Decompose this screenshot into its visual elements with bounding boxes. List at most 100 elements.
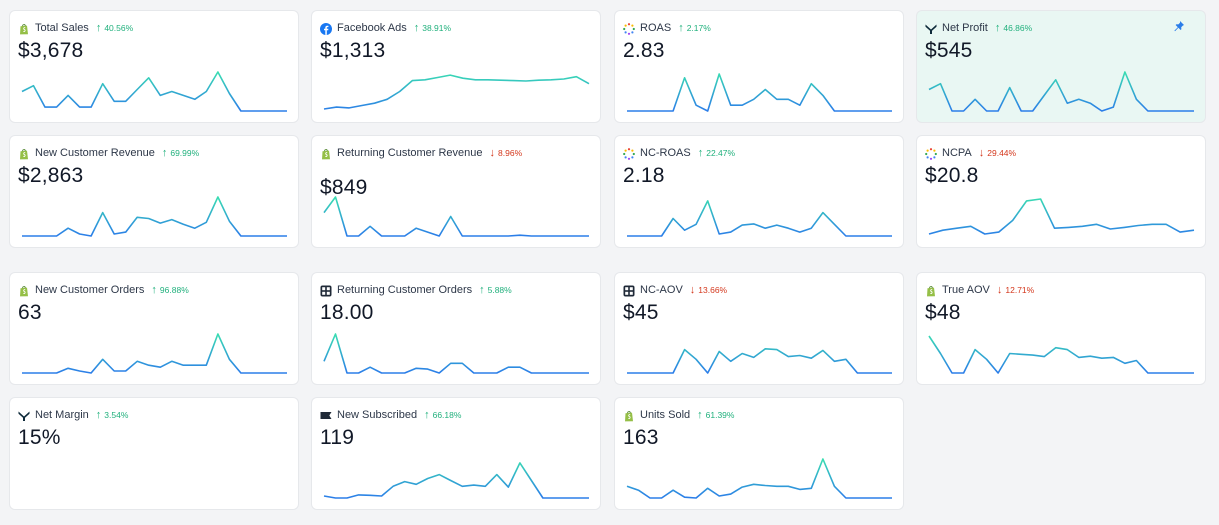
metric-value: $20.8 [925, 164, 979, 187]
metric-card-nc-aov[interactable]: NC-AOV ↓ 13.66% $45 [615, 273, 903, 384]
sparkline [22, 196, 287, 237]
shopify-icon [18, 284, 30, 297]
sparkline [323, 333, 589, 374]
sparkline [22, 333, 287, 374]
metric-card-true-aov[interactable]: True AOV ↓ 12.71% $48 [917, 273, 1205, 384]
metric-card-units-sold[interactable]: Units Sold ↑ 61.39% 163 [615, 398, 903, 509]
sparkline [626, 458, 892, 499]
metric-value: $3,678 [18, 39, 84, 62]
metric-change: 69.99% [170, 148, 200, 158]
flag-icon [320, 409, 332, 421]
metric-card-net-margin[interactable]: Net Margin ↑ 3.54% 15% [10, 398, 298, 509]
metric-value: $1,313 [320, 39, 386, 62]
metric-header: NC-AOV ↓ 13.66% [623, 283, 727, 297]
sparkline [928, 198, 1195, 235]
metric-value: 63 [18, 301, 42, 324]
sparkline [323, 74, 590, 110]
arrow-up-icon: ↑ [151, 284, 157, 296]
metric-card-net-profit[interactable]: Net Profit ↑ 46.86% $545 [917, 11, 1205, 122]
metric-change: 96.88% [159, 285, 189, 295]
metric-title: Units Sold [640, 409, 691, 421]
arrow-up-icon: ↑ [994, 22, 1001, 34]
metric-header: New Subscribed ↑ 66.18% [320, 408, 461, 422]
sparkline [928, 71, 1194, 112]
sparkline [928, 335, 1194, 374]
metric-value: 2.18 [623, 164, 665, 187]
metric-change: 61.39% [705, 410, 735, 420]
metric-title: NCPA [942, 147, 972, 159]
arrow-up-icon: ↑ [413, 22, 420, 34]
metric-card-nc-roas[interactable]: NC-ROAS ↑ 22.47% 2.18 [615, 136, 903, 247]
spinner-icon [623, 22, 635, 35]
sparkline-series [627, 73, 892, 112]
sparkline-series [22, 333, 287, 374]
sparkline-series [626, 458, 892, 499]
metric-card-total-sales[interactable]: Total Sales ↑ 40.56% $3,678 [10, 11, 298, 122]
metric-card-new-customer-orders[interactable]: New Customer Orders ↑ 96.88% 63 [10, 273, 298, 384]
sparkline [21, 71, 287, 112]
metric-header: New Customer Orders ↑ 96.88% [18, 283, 189, 297]
metric-card-facebook-ads[interactable]: Facebook Ads ↑ 38.91% $1,313 [312, 11, 600, 122]
sparkline [323, 462, 589, 499]
metric-card-returning-customer-orders[interactable]: Returning Customer Orders ↑ 5.88% 18.00 [312, 273, 600, 384]
arrow-up-icon: ↑ [424, 409, 430, 421]
metric-change: 22.47% [706, 148, 736, 158]
metric-title: True AOV [942, 284, 990, 296]
metric-header: Total Sales ↑ 40.56% [18, 21, 133, 35]
metric-card-new-customer-revenue[interactable]: New Customer Revenue ↑ 69.99% $2,863 [10, 136, 298, 247]
facebook-icon [320, 22, 332, 35]
metric-title: New Customer Orders [35, 284, 145, 296]
arrow-up-icon: ↑ [678, 22, 684, 34]
metric-change: 13.66% [698, 285, 728, 295]
metric-title: NC-AOV [640, 284, 683, 296]
arrow-up-icon: ↑ [161, 147, 168, 159]
metric-title: Facebook Ads [337, 22, 407, 34]
sparkline-series [627, 200, 892, 237]
metric-change: 2.17% [686, 23, 711, 33]
sparkline-series [928, 71, 1194, 112]
sparkline-series [323, 462, 589, 499]
sparkline-series [323, 196, 589, 237]
metric-header: Returning Customer Orders ↑ 5.88% [320, 283, 512, 297]
metric-value: $48 [925, 301, 961, 324]
grid-icon [320, 284, 332, 297]
metric-title: Returning Customer Revenue [337, 147, 483, 159]
metric-title: New Customer Revenue [35, 147, 155, 159]
metric-title: Net Profit [942, 22, 988, 34]
metric-header: True AOV ↓ 12.71% [925, 283, 1034, 297]
spinner-icon [925, 147, 937, 160]
shopify-icon [925, 284, 937, 297]
arrow-up-icon: ↑ [479, 284, 485, 296]
sparkline-series [323, 74, 590, 110]
arrow-up-icon: ↑ [95, 409, 102, 421]
metric-value: 163 [623, 426, 659, 449]
metric-card-ncpa[interactable]: NCPA ↓ 29.44% $20.8 [917, 136, 1205, 247]
metric-value: $2,863 [18, 164, 84, 187]
arrow-down-icon: ↓ [978, 147, 985, 159]
metric-header: NCPA ↓ 29.44% [925, 146, 1016, 160]
spinner-icon [623, 147, 635, 160]
metric-card-new-subscribed[interactable]: New Subscribed ↑ 66.18% 119 [312, 398, 600, 509]
arrow-up-icon: ↑ [95, 22, 102, 34]
arrow-up-icon: ↑ [697, 409, 703, 421]
metric-value: $849 [320, 176, 368, 199]
metric-value: 2.83 [623, 39, 665, 62]
metric-change: 29.44% [987, 148, 1017, 158]
metric-value: 18.00 [320, 301, 374, 324]
metric-card-roas[interactable]: ROAS ↑ 2.17% 2.83 [615, 11, 903, 122]
metric-title: ROAS [640, 22, 672, 34]
sparkline [323, 196, 589, 237]
metric-value: $545 [925, 39, 973, 62]
pin-icon[interactable] [1173, 19, 1185, 32]
sparkline [627, 348, 892, 374]
arrow-up-icon: ↑ [697, 147, 704, 159]
arrow-down-icon: ↓ [996, 284, 1003, 296]
metric-change: 46.86% [1003, 23, 1033, 33]
shopify-icon [18, 22, 30, 35]
metric-card-returning-customer-revenue[interactable]: Returning Customer Revenue ↓ 8.96% $849 [312, 136, 600, 247]
shopify-icon [18, 147, 30, 160]
metric-change: 38.91% [422, 23, 452, 33]
metric-value: $45 [623, 301, 659, 324]
metric-header: Units Sold ↑ 61.39% [623, 408, 734, 422]
